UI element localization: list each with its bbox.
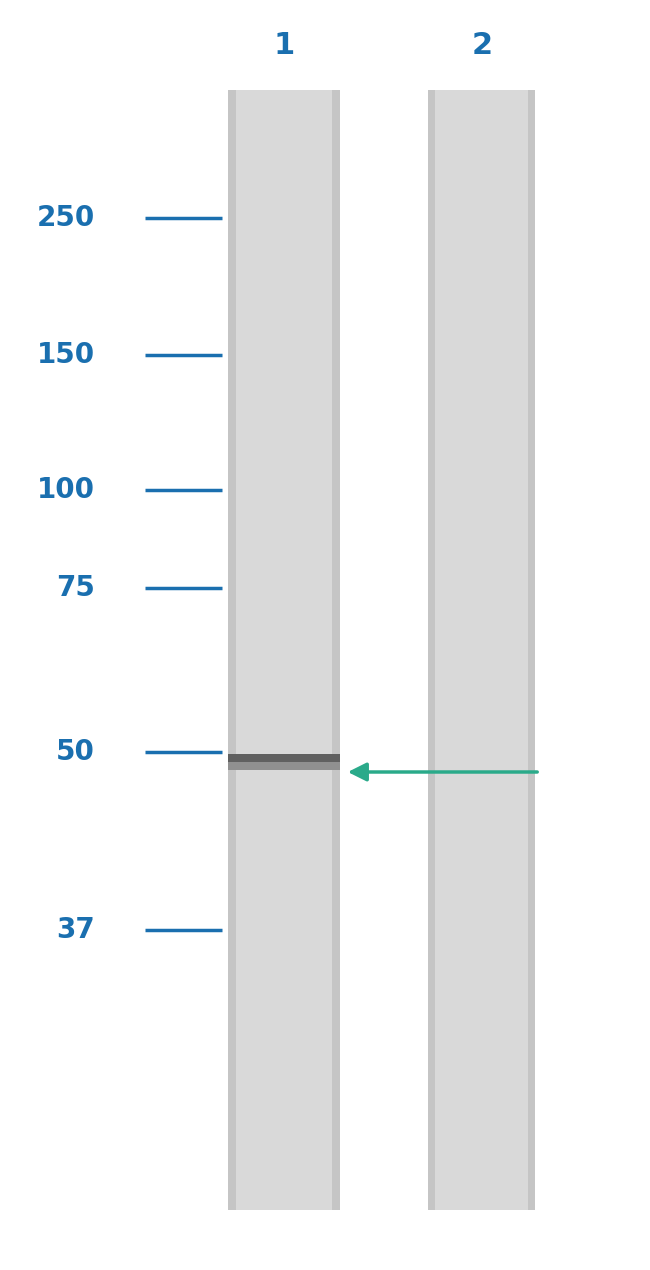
Bar <box>428 90 535 1210</box>
Bar <box>228 90 236 1210</box>
Bar <box>228 90 340 1210</box>
Bar <box>528 90 535 1210</box>
Text: 100: 100 <box>37 476 95 504</box>
Bar <box>428 90 436 1210</box>
Text: 1: 1 <box>274 30 294 60</box>
Bar <box>228 762 340 770</box>
Text: 250: 250 <box>37 204 95 232</box>
Text: 2: 2 <box>471 30 493 60</box>
Text: 50: 50 <box>56 738 95 766</box>
Text: 75: 75 <box>56 574 95 602</box>
Bar <box>228 754 340 762</box>
Bar <box>332 90 340 1210</box>
Text: 150: 150 <box>37 342 95 370</box>
Text: 37: 37 <box>57 916 95 944</box>
